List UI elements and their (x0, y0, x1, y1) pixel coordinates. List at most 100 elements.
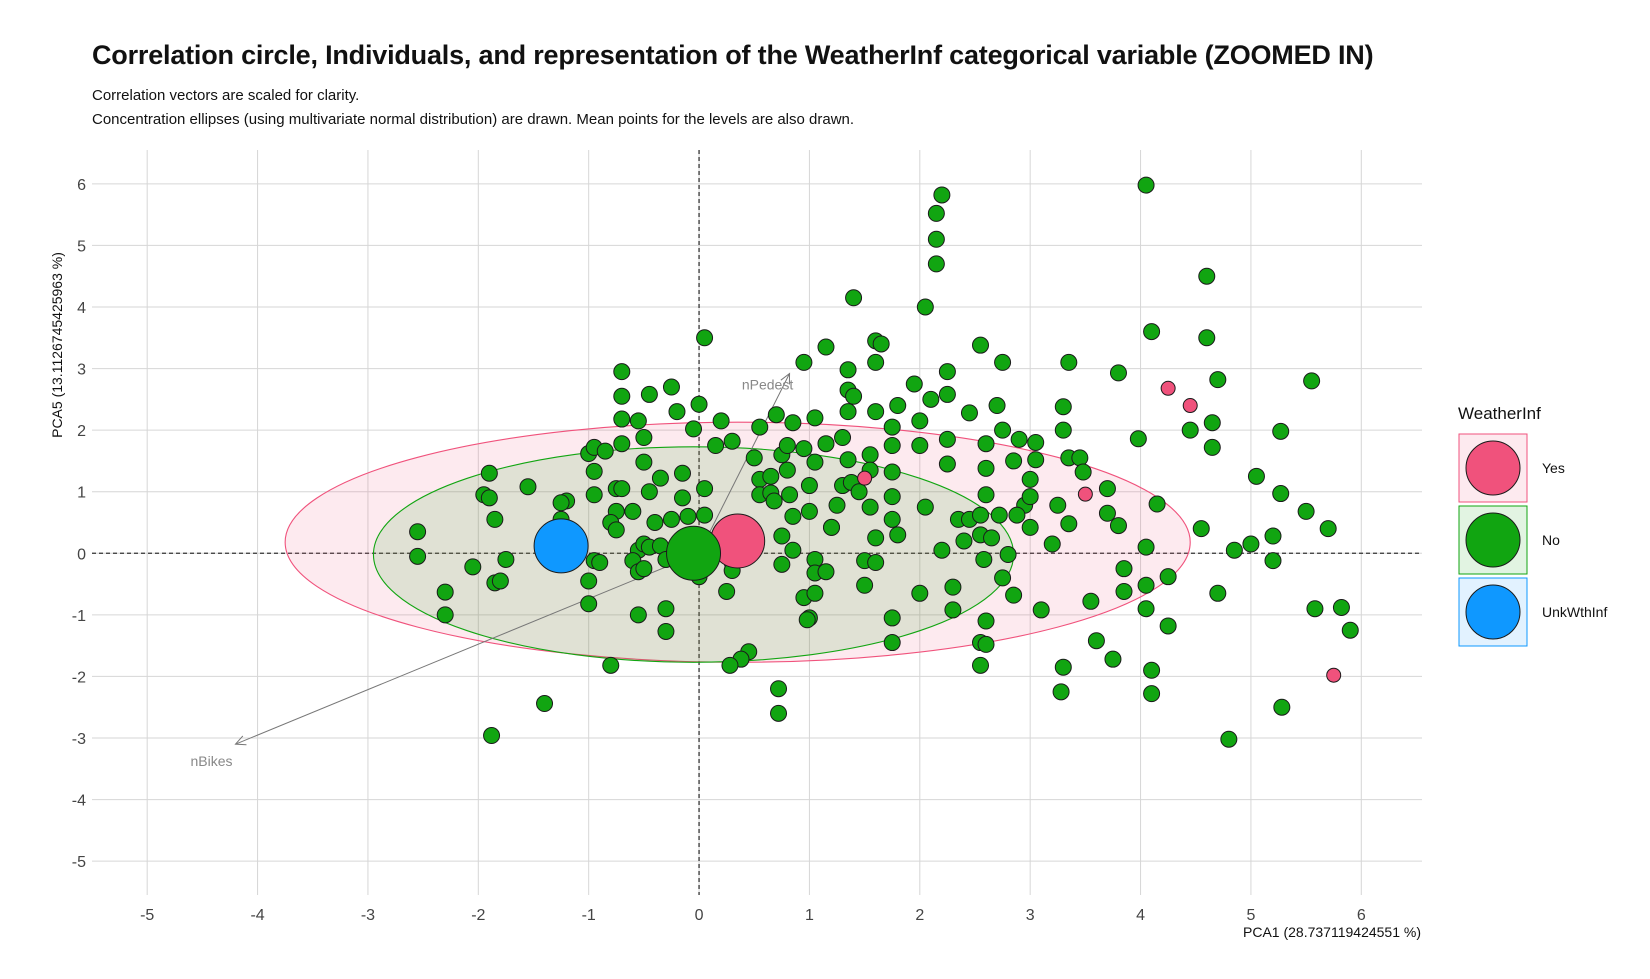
point-no (624, 502, 642, 520)
point-no (662, 378, 680, 396)
point-no (1060, 353, 1078, 371)
point-no (944, 578, 962, 596)
point-no (883, 510, 901, 528)
point-no (657, 622, 675, 640)
point-no (1143, 685, 1161, 703)
vector-arrowhead-nPedest (780, 372, 791, 385)
x-tick-label: 4 (1136, 907, 1145, 924)
point-no (977, 435, 995, 453)
point-no (889, 526, 907, 544)
point-no (839, 361, 857, 379)
point-no (762, 467, 780, 485)
point-yes (1160, 380, 1176, 396)
point-no (635, 453, 653, 471)
vector-line-nPedest (698, 373, 791, 554)
point-no (817, 435, 835, 453)
point-no (1137, 176, 1155, 194)
point-no (911, 412, 929, 430)
point-no (646, 514, 664, 531)
point-no (800, 477, 818, 495)
point-no (773, 555, 791, 573)
y-tick-label: -4 (72, 793, 86, 810)
point-no (1159, 568, 1177, 586)
tick-labels: -5 -4 -3 -2 -1 0 1 2 3 4 5 6 -5 -4 -3 -2 -1 0 1 2 3 4 5 6 (72, 177, 1366, 924)
point-no (723, 432, 741, 450)
y-tick-label: 5 (77, 238, 86, 255)
point-no (765, 492, 783, 510)
point-no (1010, 430, 1028, 448)
vector-arrowhead-nBikes (234, 735, 247, 746)
point-no (767, 406, 785, 424)
point-no (1272, 422, 1290, 440)
point-no (883, 418, 901, 436)
point-no (938, 385, 956, 403)
point-no (613, 480, 631, 498)
point-no (1264, 527, 1282, 545)
vector-label-nBikes: nBikes (190, 753, 232, 769)
correlation-vectors: nPedest nBikes (190, 372, 793, 769)
mean-point-unkwthinf (533, 518, 589, 574)
point-no (635, 560, 653, 578)
point-no (1054, 658, 1072, 676)
point-no (745, 449, 763, 467)
point-no (770, 680, 788, 698)
point-no (960, 404, 978, 422)
point-no (823, 518, 841, 536)
x-tick-label: 3 (1026, 907, 1035, 924)
point-no (784, 541, 802, 559)
point-no (696, 506, 714, 524)
chart-title: Correlation circle, Individuals, and rep… (92, 40, 1374, 70)
point-no (673, 464, 691, 482)
point-no (1027, 433, 1045, 451)
point-no (483, 727, 501, 745)
point-no (972, 336, 990, 354)
point-no (629, 412, 647, 430)
y-tick-label: -3 (72, 731, 86, 748)
point-no (927, 204, 945, 222)
point-no (1115, 582, 1133, 600)
point-no (668, 403, 686, 421)
point-no (1319, 520, 1337, 538)
point-no (1297, 502, 1315, 520)
point-no (856, 576, 874, 594)
point-no (883, 437, 901, 455)
point-no (883, 463, 901, 481)
point-no (944, 601, 962, 619)
individual-points (409, 176, 1359, 748)
point-no (1074, 463, 1092, 481)
point-no (1129, 430, 1147, 448)
point-no (861, 446, 879, 464)
point-no (1098, 504, 1116, 522)
point-no (1115, 560, 1133, 578)
legend-swatch-yes (1465, 440, 1521, 496)
point-no (977, 635, 995, 653)
point-no (817, 338, 835, 356)
y-tick-label: -1 (72, 608, 86, 625)
point-no (1032, 601, 1050, 619)
point-no (994, 569, 1012, 587)
point-no (938, 363, 956, 381)
point-no (1203, 414, 1221, 432)
y-axis-title: PCA5 (13.1126745425963 %) (49, 252, 65, 438)
point-no (850, 483, 868, 501)
point-no (1143, 661, 1161, 679)
point-no (778, 437, 796, 455)
point-no (1043, 535, 1061, 553)
point-no (1220, 730, 1238, 748)
point-no (905, 375, 923, 393)
point-no (1054, 421, 1072, 439)
point-no (591, 554, 609, 572)
point-no (1021, 470, 1039, 488)
point-no (436, 606, 454, 624)
point-no (861, 498, 879, 516)
point-no (983, 529, 1001, 547)
point-no (1181, 421, 1199, 439)
x-tick-label: -1 (582, 907, 596, 924)
point-no (1159, 617, 1177, 635)
point-no (778, 461, 796, 479)
point-no (629, 606, 647, 624)
point-no (1148, 495, 1166, 513)
point-no (1052, 683, 1070, 701)
point-no (602, 656, 620, 674)
